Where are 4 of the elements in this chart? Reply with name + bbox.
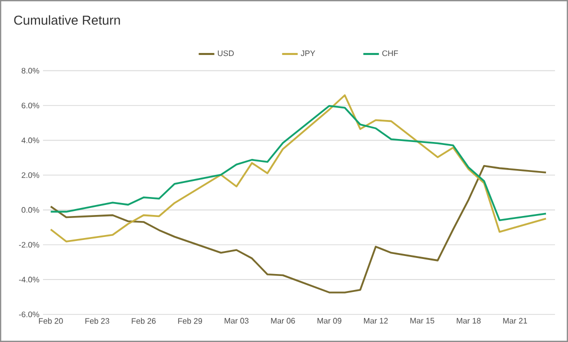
- line-series: [50, 104, 547, 222]
- chart-title: Cumulative Return: [14, 15, 120, 25]
- line-series: [50, 94, 547, 242]
- line-series: [50, 165, 547, 294]
